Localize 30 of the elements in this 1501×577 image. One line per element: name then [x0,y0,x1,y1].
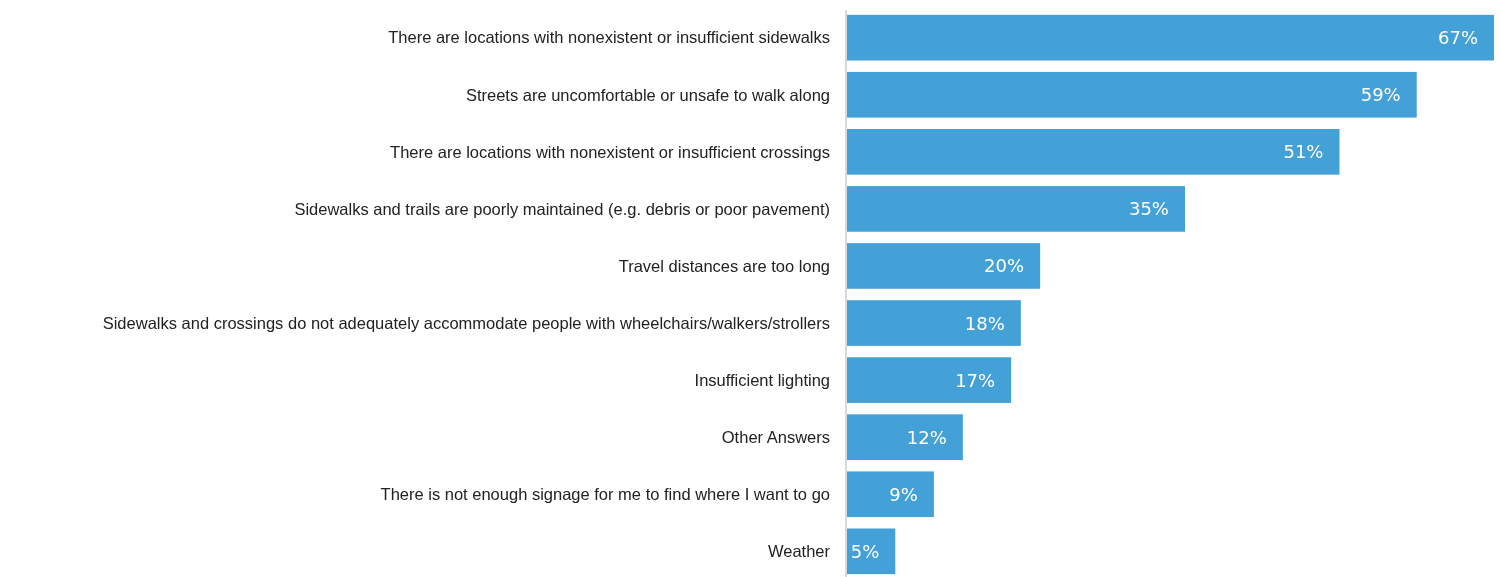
data-label: 35% [1128,198,1169,220]
data-label: 9% [889,483,918,505]
bar [847,300,1021,346]
bar [847,414,963,460]
bar [847,14,1494,61]
data-label: 5% [850,540,880,562]
data-label: 18% [964,312,1005,334]
data-label: 51% [1283,141,1324,163]
data-label: 17% [955,369,996,391]
y-tick-label: Weather [767,542,831,561]
bar [847,129,1340,175]
y-tick-label: There are locations with nonexistent or insufficient crossings [390,142,830,161]
y-tick-label: Streets are uncomfortable or unsafe to walk along [465,85,830,104]
data-label: 59% [1360,84,1401,106]
data-label: 12% [906,426,947,448]
bar [847,471,934,518]
bar [847,357,1012,403]
y-tick-label: Sidewalks and trails are poorly maintained (e.g. debris or poor pavement) [294,199,830,218]
bar [847,528,896,575]
data-label: 20% [984,255,1025,277]
y-tick-label: Sidewalks and crossings do not adequately accommodate people with wheelchairs/walkers/strollers [102,313,830,332]
bar [847,243,1041,289]
y-tick-label: Travel distances are too long [618,256,830,275]
bar [847,186,1185,232]
y-tick-label: Insufficient lighting [694,370,830,389]
y-tick-label: Other Answers [721,427,830,446]
data-label: 67% [1437,27,1478,49]
y-tick-label: There are locations with nonexistent or insufficient sidewalks [388,28,830,47]
bar [847,71,1417,118]
y-tick-label: There is not enough signage for me to find where I want to go [380,485,830,504]
